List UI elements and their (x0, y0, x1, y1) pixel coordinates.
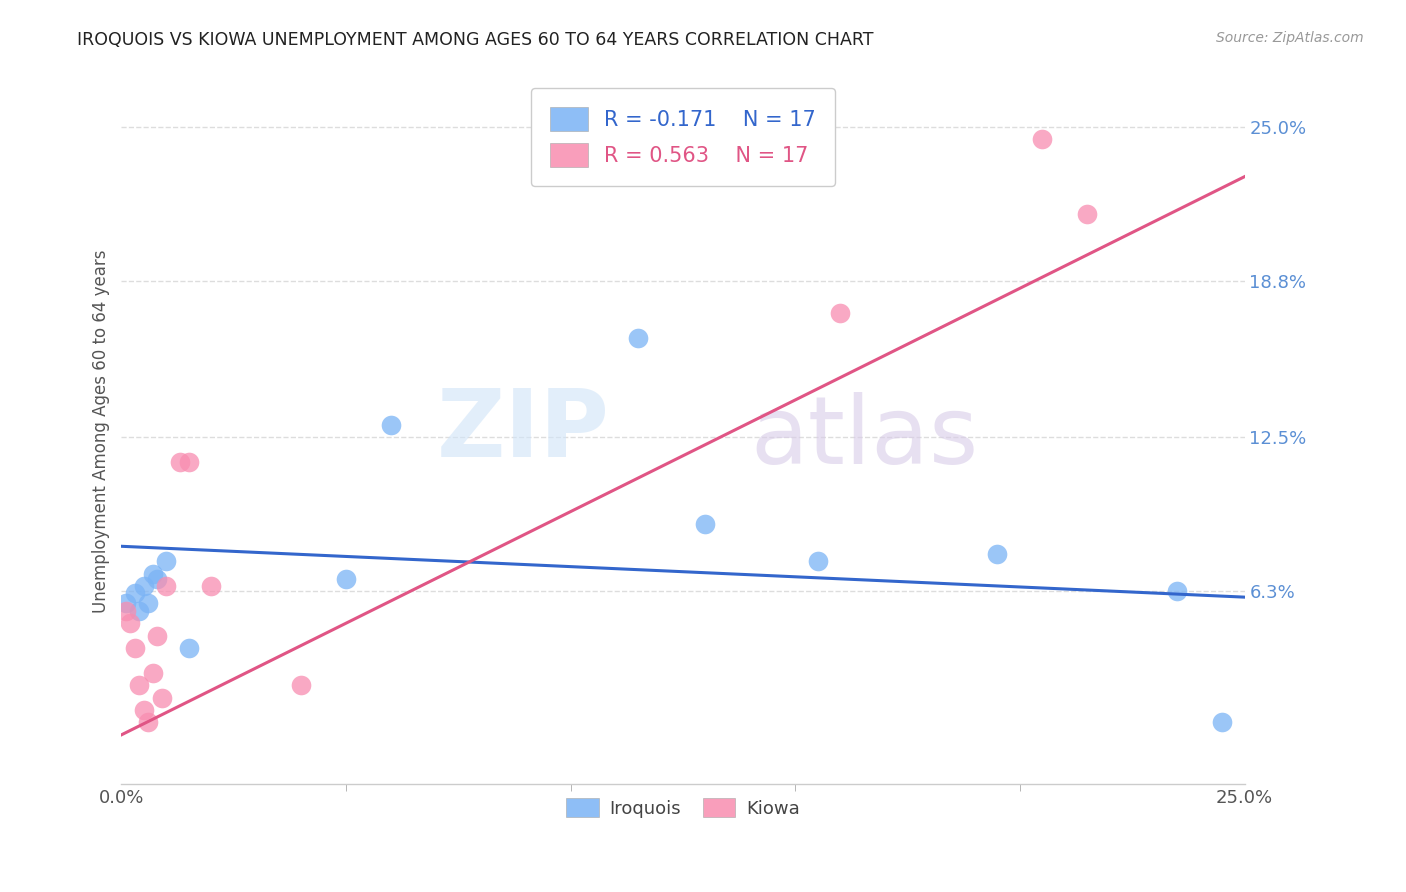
Y-axis label: Unemployment Among Ages 60 to 64 years: Unemployment Among Ages 60 to 64 years (93, 249, 110, 613)
Point (146, 572, 169, 586)
Point (115, 596, 138, 610)
Legend: Iroquois, Kiowa: Iroquois, Kiowa (560, 791, 807, 825)
Text: Source: ZipAtlas.com: Source: ZipAtlas.com (1216, 31, 1364, 45)
Text: IROQUOIS VS KIOWA UNEMPLOYMENT AMONG AGES 60 TO 64 YEARS CORRELATION CHART: IROQUOIS VS KIOWA UNEMPLOYMENT AMONG AGE… (77, 31, 875, 49)
Text: atlas: atlas (751, 392, 979, 484)
Point (290, 678, 312, 692)
Point (380, 417, 402, 432)
Point (1076, 207, 1098, 221)
Point (128, 604, 150, 618)
Point (138, 596, 160, 610)
Point (155, 579, 177, 593)
Point (1211, 715, 1233, 730)
Point (627, 331, 650, 345)
Point (986, 547, 1008, 561)
Point (155, 554, 177, 568)
Text: ZIP: ZIP (437, 385, 610, 477)
Point (142, 665, 165, 680)
Point (177, 640, 200, 655)
Point (132, 703, 155, 717)
Point (150, 690, 173, 705)
Point (335, 572, 357, 586)
Point (830, 306, 852, 320)
Point (1166, 583, 1188, 598)
Point (807, 554, 830, 568)
Point (120, 616, 142, 631)
Point (132, 579, 155, 593)
Point (128, 678, 150, 692)
Point (177, 455, 200, 469)
Point (1031, 132, 1053, 146)
Point (124, 640, 146, 655)
Point (124, 586, 146, 600)
Point (695, 516, 717, 531)
Point (146, 629, 169, 643)
Point (142, 566, 165, 581)
Point (138, 715, 160, 730)
Point (115, 604, 138, 618)
Point (169, 455, 191, 469)
Point (200, 579, 222, 593)
